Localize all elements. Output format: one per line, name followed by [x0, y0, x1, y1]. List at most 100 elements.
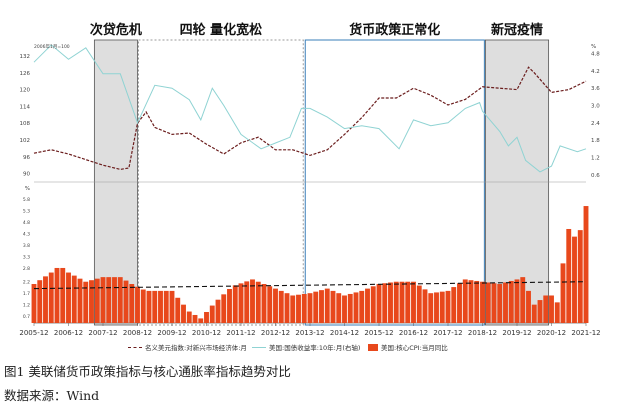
cpi-bar [434, 292, 439, 323]
figure-caption: 图1 美联储货币政策指标与核心通胀率指标趋势对比 [4, 364, 291, 379]
cpi-bar [89, 280, 94, 323]
cpi-bar [140, 289, 146, 323]
cpi-bar [307, 293, 313, 323]
legend-bar-swatch [368, 343, 378, 351]
x-tick-label: 2015-12 [364, 329, 393, 337]
x-tick-label: 2011-12 [226, 329, 255, 337]
x-tick-label: 2006-12 [54, 329, 83, 337]
x-tick-label: 2009-12 [157, 329, 186, 337]
right-y-tick-label: 2.4 [591, 121, 600, 127]
cpi-bar [290, 295, 296, 323]
cpi-bar [560, 263, 566, 323]
treasury-yield-line [33, 44, 587, 173]
bar-y-tick-label: 2.2 [23, 280, 30, 286]
left-y-tick-label: 126 [20, 71, 31, 77]
cpi-bar [215, 299, 221, 323]
cpi-bar [71, 275, 77, 323]
left-y-tick-label: 120 [20, 88, 31, 94]
cpi-bar [382, 283, 388, 323]
right-y-tick-label: 3.6 [591, 86, 600, 92]
left-y-tick-label: 90 [23, 172, 30, 178]
cpi-bar [330, 290, 336, 323]
cpi-bar [503, 282, 508, 323]
cpi-bar [232, 285, 238, 323]
cpi-bar [376, 284, 382, 323]
left-axis-note: 2006年1月=100 [34, 43, 70, 50]
cpi-bar [244, 281, 250, 323]
cpi-bar [445, 290, 451, 323]
cpi-bar [227, 288, 232, 323]
cpi-bar [301, 293, 307, 323]
cpi-bar [267, 286, 273, 323]
right-y-tick-label: 3.0 [591, 104, 600, 110]
cpi-bar [359, 290, 365, 323]
cpi-bar [106, 277, 112, 323]
bar-y-tick-label: 3.8 [23, 243, 30, 249]
cpi-bar [117, 277, 123, 323]
cpi-bar [238, 283, 244, 323]
bar-y-tick-label: 4.3 [23, 232, 30, 238]
cpi-bar [583, 206, 589, 323]
cpi-bar [112, 277, 117, 323]
cpi-bar [192, 314, 198, 323]
bar-y-tick-label: 5.3 [23, 209, 30, 215]
cpi-bar [549, 295, 554, 323]
legend-label-treasury: 美国:国债收益率:10年:月(右轴) [269, 344, 361, 352]
data-source-note: 数据来源：Wind [4, 388, 100, 403]
cpi-bar [198, 318, 204, 323]
cpi-bar [428, 293, 434, 323]
cpi-bar [388, 282, 393, 323]
cpi-bar [554, 302, 560, 323]
cpi-bar [577, 230, 583, 323]
period-label-3: 新冠疫情 [491, 22, 543, 38]
cpi-bar [543, 295, 549, 323]
cpi-bar-layer [31, 206, 589, 323]
cpi-bar [123, 280, 129, 323]
cpi-bar [175, 297, 181, 323]
right-y-tick-label: 4.8 [591, 52, 600, 58]
period-label-1: 四轮 量化宽松 [180, 22, 263, 38]
cpi-bar [255, 281, 261, 323]
cpi-bar [508, 280, 514, 323]
cpi-bar [77, 278, 83, 323]
cpi-bar [457, 283, 462, 323]
cpi-bar [261, 284, 267, 323]
cpi-bar [324, 288, 330, 323]
cpi-bar [319, 290, 324, 323]
cpi-bar [347, 293, 353, 323]
right-y-tick-label: 4.2 [591, 69, 600, 75]
cpi-bar [31, 284, 37, 323]
cpi-bar [129, 284, 135, 323]
cpi-bar [520, 277, 526, 323]
cpi-bar [393, 281, 399, 323]
cpi-bar [284, 293, 290, 323]
left-y-tick-label: 114 [20, 104, 31, 110]
cpi-bar [209, 305, 215, 323]
left-y-tick-label: 102 [20, 138, 31, 144]
label-layer: 次贷危机 四轮 量化宽松 货币政策正常化 新冠疫情 90 96 102 108 114 120 12… [19, 22, 600, 337]
cpi-bar [250, 279, 255, 323]
right-axis-note: % [591, 44, 596, 50]
cpi-bar [439, 291, 445, 323]
left-y-tick-label: 96 [23, 155, 30, 161]
x-tick-label: 2021-12 [571, 329, 600, 337]
cpi-bar [537, 300, 543, 323]
cpi-bar [43, 276, 48, 323]
x-tick-label: 2005-12 [19, 329, 48, 337]
right-y-tick-label: 1.2 [591, 155, 600, 161]
cpi-bar [273, 288, 278, 323]
legend-item-cpi: 美国:核心CPI:当月同比 [368, 342, 448, 352]
cpi-bar [169, 290, 175, 323]
bar-y-tick-label: 0.7 [23, 314, 30, 320]
bar-axis-unit: % [25, 186, 30, 192]
cpi-bar [342, 295, 347, 323]
legend-solid-line-swatch [252, 346, 266, 348]
cpi-bar [497, 284, 503, 323]
x-tick-label: 2007-12 [88, 329, 117, 337]
cpi-bar [37, 280, 43, 323]
cpi-bar [491, 283, 497, 323]
cpi-bar [370, 286, 376, 323]
x-tick-label: 2014-12 [330, 329, 359, 337]
legend-label-dxy: 名义美元指数:对新兴市场经济体:月 [145, 344, 247, 352]
